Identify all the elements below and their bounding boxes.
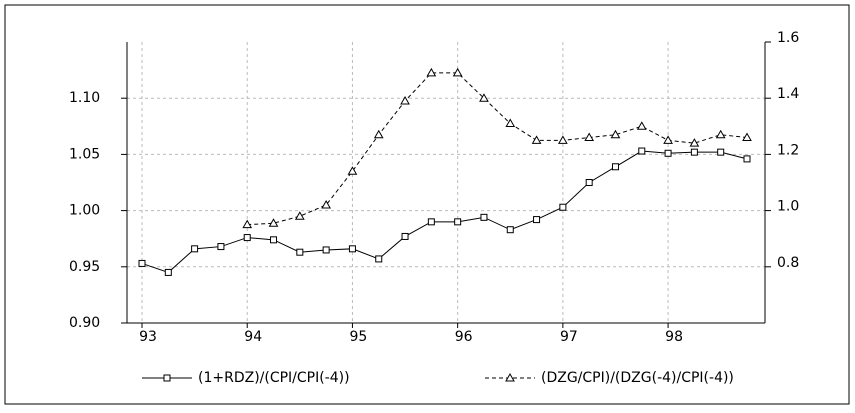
marker — [321, 199, 331, 209]
marker — [348, 245, 356, 253]
marker — [191, 245, 199, 253]
y2-tick-label: 1.4 — [777, 86, 799, 102]
marker — [268, 218, 279, 227]
y-tick-label: 0.95 — [69, 259, 100, 275]
y-tick-label: 1.10 — [69, 90, 100, 106]
marker — [533, 216, 541, 224]
marker — [270, 236, 278, 244]
marker — [401, 232, 409, 240]
x-tick-label: 98 — [665, 329, 683, 345]
marker — [400, 96, 410, 105]
marker — [322, 246, 330, 254]
marker — [373, 129, 384, 139]
marker — [243, 234, 251, 242]
marker — [452, 67, 463, 77]
series-line — [247, 72, 748, 226]
marker — [664, 149, 672, 157]
marker — [689, 138, 700, 147]
x-tick-label: 93 — [139, 329, 157, 345]
marker — [717, 148, 725, 156]
legend-label: (DZG/CPI)/(DZG(-4)/CPI(-4)) — [541, 370, 734, 386]
marker — [531, 135, 542, 144]
x-tick-label: 95 — [350, 329, 368, 345]
marker — [217, 243, 225, 251]
marker — [163, 374, 171, 382]
marker — [638, 147, 646, 155]
marker — [375, 255, 383, 263]
legend-label: (1+RDZ)/(CPI/CPI(-4)) — [198, 370, 350, 386]
marker — [636, 121, 647, 130]
y2-tick-label: 0.8 — [777, 255, 799, 271]
frame — [4, 4, 850, 405]
x-tick-label: 94 — [244, 329, 262, 345]
marker — [294, 211, 305, 220]
marker — [715, 129, 726, 139]
x-tick-label: 96 — [455, 329, 473, 345]
y-tick-label: 1.05 — [69, 146, 100, 162]
marker — [505, 372, 515, 382]
marker — [742, 132, 752, 142]
marker — [242, 219, 253, 229]
marker — [610, 129, 621, 139]
marker — [505, 118, 516, 127]
marker — [347, 166, 358, 175]
marker — [663, 135, 673, 144]
marker — [138, 259, 146, 267]
marker — [480, 213, 488, 221]
marker — [164, 268, 172, 276]
marker — [454, 218, 462, 226]
series-line — [141, 150, 748, 273]
marker — [506, 226, 514, 234]
x-tick-label: 97 — [560, 329, 578, 345]
y2-tick-label: 1.6 — [777, 30, 799, 46]
marker — [743, 155, 751, 163]
y-tick-label: 0.90 — [69, 315, 100, 331]
y2-tick-label: 1.2 — [777, 142, 799, 158]
marker — [426, 67, 437, 77]
y2-tick-label: 1.0 — [777, 199, 799, 215]
marker — [558, 135, 568, 144]
marker — [611, 163, 619, 171]
marker — [296, 248, 304, 256]
y-tick-label: 1.00 — [69, 203, 100, 219]
marker — [479, 93, 489, 102]
marker — [585, 179, 593, 186]
marker — [584, 132, 595, 142]
marker — [690, 148, 698, 156]
marker — [427, 218, 435, 226]
marker — [559, 203, 567, 211]
